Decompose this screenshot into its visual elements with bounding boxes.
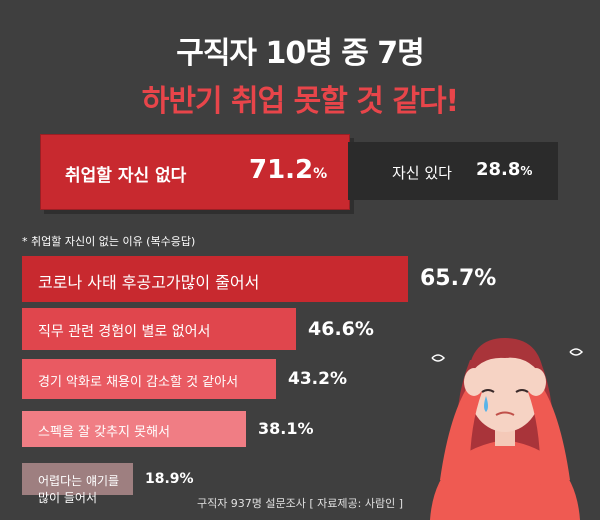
reasons-subheading: * 취업할 자신이 없는 이유 (복수응답)	[22, 235, 196, 248]
summary-no-label: 취업할 자신 없다	[65, 166, 187, 186]
summary-no-number: 71.2	[249, 155, 314, 185]
summary-yes-number: 28.8	[476, 159, 521, 180]
summary-yes-unit: %	[520, 164, 533, 178]
reason-value: 46.6%	[308, 318, 374, 340]
reason-label: 경기 악화로 채용이 감소할 것 같아서	[38, 375, 239, 390]
reason-value: 38.1%	[258, 419, 314, 438]
reason-bar: 스펙을 잘 갖추지 못해서	[22, 411, 246, 447]
reason-bar: 경기 악화로 채용이 감소할 것 같아서	[22, 359, 276, 399]
summary-no-unit: %	[313, 166, 328, 182]
summary-no-box: 취업할 자신 없다 71.2%	[40, 134, 350, 210]
reason-value: 65.7%	[420, 266, 497, 291]
summary-yes-value: 28.8%	[476, 159, 532, 180]
reason-bar: 직무 관련 경험이 별로 없어서	[22, 308, 296, 350]
summary-yes-label: 자신 있다	[392, 164, 452, 182]
reason-bar: 어렵다는 얘기를 많이 들어서	[22, 463, 133, 505]
reason-label: 직무 관련 경험이 별로 없어서	[38, 324, 211, 340]
summary-yes-box: 자신 있다 28.8%	[348, 142, 558, 200]
reason-value: 43.2%	[288, 369, 347, 389]
reason-bar: 코로나 사태 후공고가많이 줄어서	[22, 256, 408, 302]
footer-source: 구직자 937명 설문조사 [ 자료제공: 사람인 ]	[196, 497, 404, 510]
title-line2: 하반기 취업 못할 것 같다!	[141, 84, 459, 119]
reason-value: 18.9%	[145, 471, 194, 487]
summary-no-value: 71.2%	[249, 155, 327, 185]
reason-label: 스펙을 잘 갖추지 못해서	[38, 425, 170, 440]
reason-label: 코로나 사태 후공고가많이 줄어서	[38, 273, 260, 292]
worried-person-illustration	[430, 338, 584, 520]
reason-label: 어렵다는 얘기를 많이 들어서	[38, 474, 120, 505]
title-line1: 구직자 10명 중 7명	[176, 36, 425, 71]
